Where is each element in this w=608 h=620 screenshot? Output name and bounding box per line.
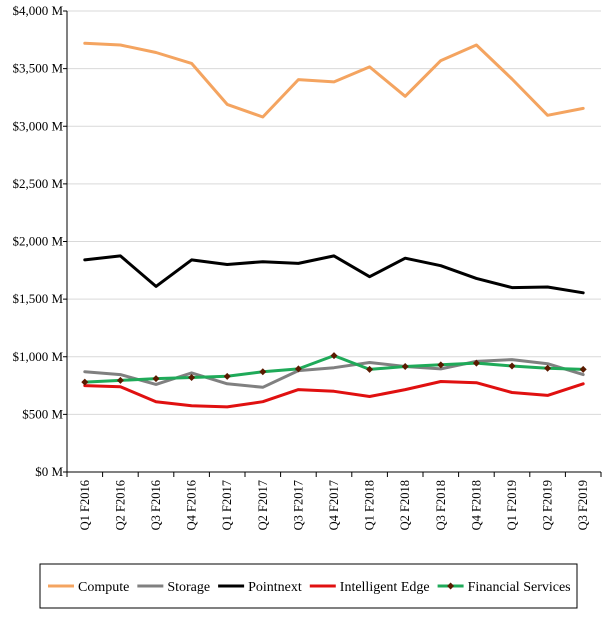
data-point xyxy=(81,378,89,386)
legend-label: Compute xyxy=(78,580,129,595)
y-axis-ticks: $0 M $500 M $1,000 M $1,500 M $2,000 M $2,500… xyxy=(12,3,67,479)
y-tick-label: $3,500 M xyxy=(12,61,63,76)
series-line-storage xyxy=(83,358,585,389)
legend-marker xyxy=(447,582,455,590)
legend-label: Storage xyxy=(167,580,210,595)
x-tick-label: Q2 F2018 xyxy=(398,480,412,530)
data-point xyxy=(366,365,374,373)
series-line-compute xyxy=(83,41,585,119)
x-tick-label: Q1 F2017 xyxy=(220,480,234,530)
y-tick-label: $3,000 M xyxy=(12,118,63,133)
data-point xyxy=(508,362,516,370)
y-tick-label: $1,000 M xyxy=(12,349,63,364)
x-tick-label: Q3 F2019 xyxy=(576,480,590,530)
legend-label: Financial Services xyxy=(468,580,571,595)
data-point xyxy=(544,364,552,372)
x-tick-label: Q2 F2016 xyxy=(113,480,127,530)
data-point xyxy=(472,359,480,367)
x-tick-label: Q3 F2016 xyxy=(149,480,163,530)
x-tick-label: Q2 F2017 xyxy=(256,480,270,530)
data-point xyxy=(401,363,409,371)
data-point xyxy=(223,372,231,380)
x-tick-label: Q4 F2016 xyxy=(185,480,199,530)
legend-label: Intelligent Edge xyxy=(340,580,430,595)
series-line-pointnext xyxy=(83,254,585,295)
data-point xyxy=(152,375,160,383)
data-point xyxy=(259,368,267,376)
x-tick-label: Q3 F2018 xyxy=(434,480,448,530)
x-tick-label: Q1 F2019 xyxy=(505,480,519,530)
x-tick-label: Q4 F2017 xyxy=(327,480,341,530)
data-point xyxy=(188,373,196,381)
y-tick-label: $2,000 M xyxy=(12,234,63,249)
data-point xyxy=(579,365,587,373)
y-tick-label: $1,500 M xyxy=(12,291,63,306)
series-layer xyxy=(81,41,587,409)
data-point xyxy=(330,352,338,360)
x-axis-ticks: Q1 F2016 Q2 F2016 Q3 F2016 Q4 F2016 Q1 F2017… xyxy=(66,472,602,530)
legend: Compute Storage Pointnext Intelligent Edge F… xyxy=(39,563,578,609)
y-tick-label: $2,500 M xyxy=(12,176,63,191)
x-tick-label: Q1 F2018 xyxy=(363,480,377,530)
x-tick-label: Q1 F2016 xyxy=(78,480,92,530)
y-tick-label: $4,000 M xyxy=(12,3,63,18)
data-point xyxy=(437,361,445,369)
data-point xyxy=(294,365,302,373)
y-tick-label: $500 M xyxy=(22,406,63,421)
legend-label: Pointnext xyxy=(248,580,302,595)
x-tick-label: Q3 F2017 xyxy=(291,480,305,530)
x-tick-label: Q2 F2019 xyxy=(541,480,555,530)
y-tick-label: $0 M xyxy=(35,464,63,479)
x-tick-label: Q4 F2018 xyxy=(469,480,483,530)
data-point xyxy=(116,376,124,384)
grid-lines xyxy=(67,10,601,415)
series-line-intelligent-edge xyxy=(83,380,585,409)
legend-box xyxy=(39,563,578,609)
